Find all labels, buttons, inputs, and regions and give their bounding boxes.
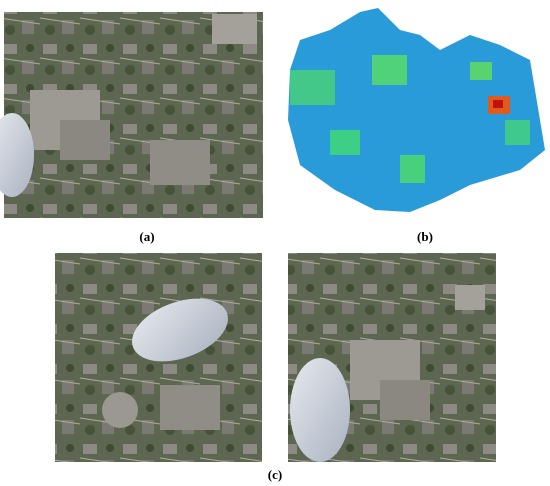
- panel-b-image: [288, 8, 545, 212]
- panel-c-left-image: [55, 253, 262, 462]
- panel-a-image: [0, 12, 263, 218]
- panel-c-right-image: [288, 253, 496, 462]
- panel-label: (c): [268, 467, 282, 482]
- panel-label: (b): [417, 229, 433, 244]
- panel-label: (a): [139, 229, 154, 244]
